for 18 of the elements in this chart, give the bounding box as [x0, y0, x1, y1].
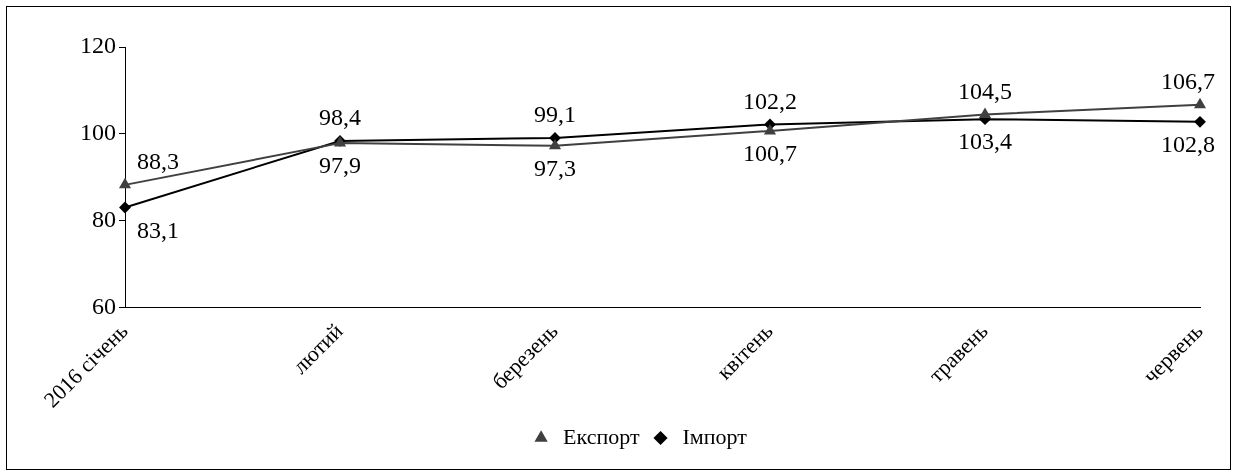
data-label: 97,9 — [319, 152, 361, 179]
data-label: 83,1 — [137, 216, 179, 243]
data-label: 102,8 — [1161, 131, 1215, 158]
data-label: 103,4 — [958, 128, 1012, 155]
legend-label: Імпорт — [682, 423, 748, 449]
data-label: 99,1 — [534, 101, 576, 128]
data-label: 98,4 — [319, 104, 361, 131]
data-label: 104,5 — [958, 77, 1012, 104]
legend-label: Експорт — [563, 423, 640, 449]
data-label: 100,7 — [743, 140, 797, 167]
y-tick-label: 100 — [80, 119, 116, 146]
data-label: 106,7 — [1161, 68, 1215, 95]
data-label: 88,3 — [137, 148, 179, 175]
data-label: 97,3 — [534, 155, 576, 182]
data-label: 102,2 — [743, 87, 797, 114]
y-tick-label: 120 — [80, 32, 116, 59]
y-tick-label: 80 — [92, 206, 116, 233]
y-tick-label: 60 — [92, 293, 116, 320]
